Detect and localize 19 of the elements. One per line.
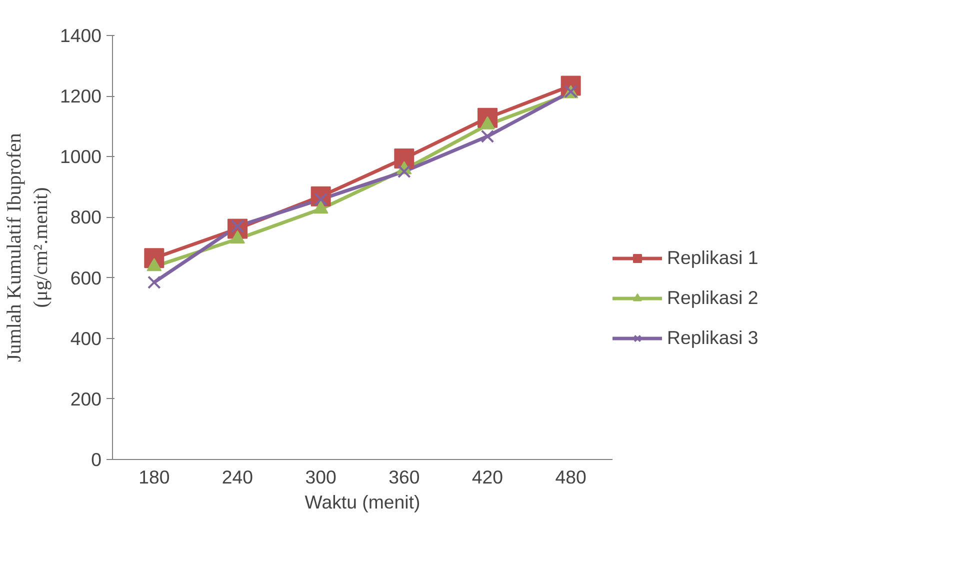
y-tick-label: 0: [91, 449, 102, 470]
y-tick-label: 1000: [60, 146, 102, 168]
y-tick-label: 200: [70, 388, 102, 410]
x-tick-label: 480: [555, 466, 586, 488]
x-tick-label: 180: [138, 466, 170, 488]
y-tick-label: 600: [70, 267, 102, 288]
x-tick-label: 360: [388, 466, 420, 488]
y-tick-label: 1400: [60, 25, 102, 46]
x-axis-title: Waktu (menit): [304, 492, 420, 512]
x-tick-label: 240: [222, 466, 254, 488]
y-tick-label: 1200: [60, 86, 102, 107]
y-tick-label: 400: [70, 328, 102, 349]
y-tick-label: 800: [70, 206, 102, 228]
y-axis-title: Jumlah Kumulatif Ibuprofen (μg/cm².menit): [4, 133, 52, 362]
legend-label: Replikasi 1: [667, 247, 758, 269]
legend-label: Replikasi 2: [667, 287, 758, 309]
x-tick-label: 420: [472, 466, 504, 488]
legend-label: Replikasi 3: [667, 327, 758, 349]
x-tick-label: 300: [305, 466, 336, 488]
